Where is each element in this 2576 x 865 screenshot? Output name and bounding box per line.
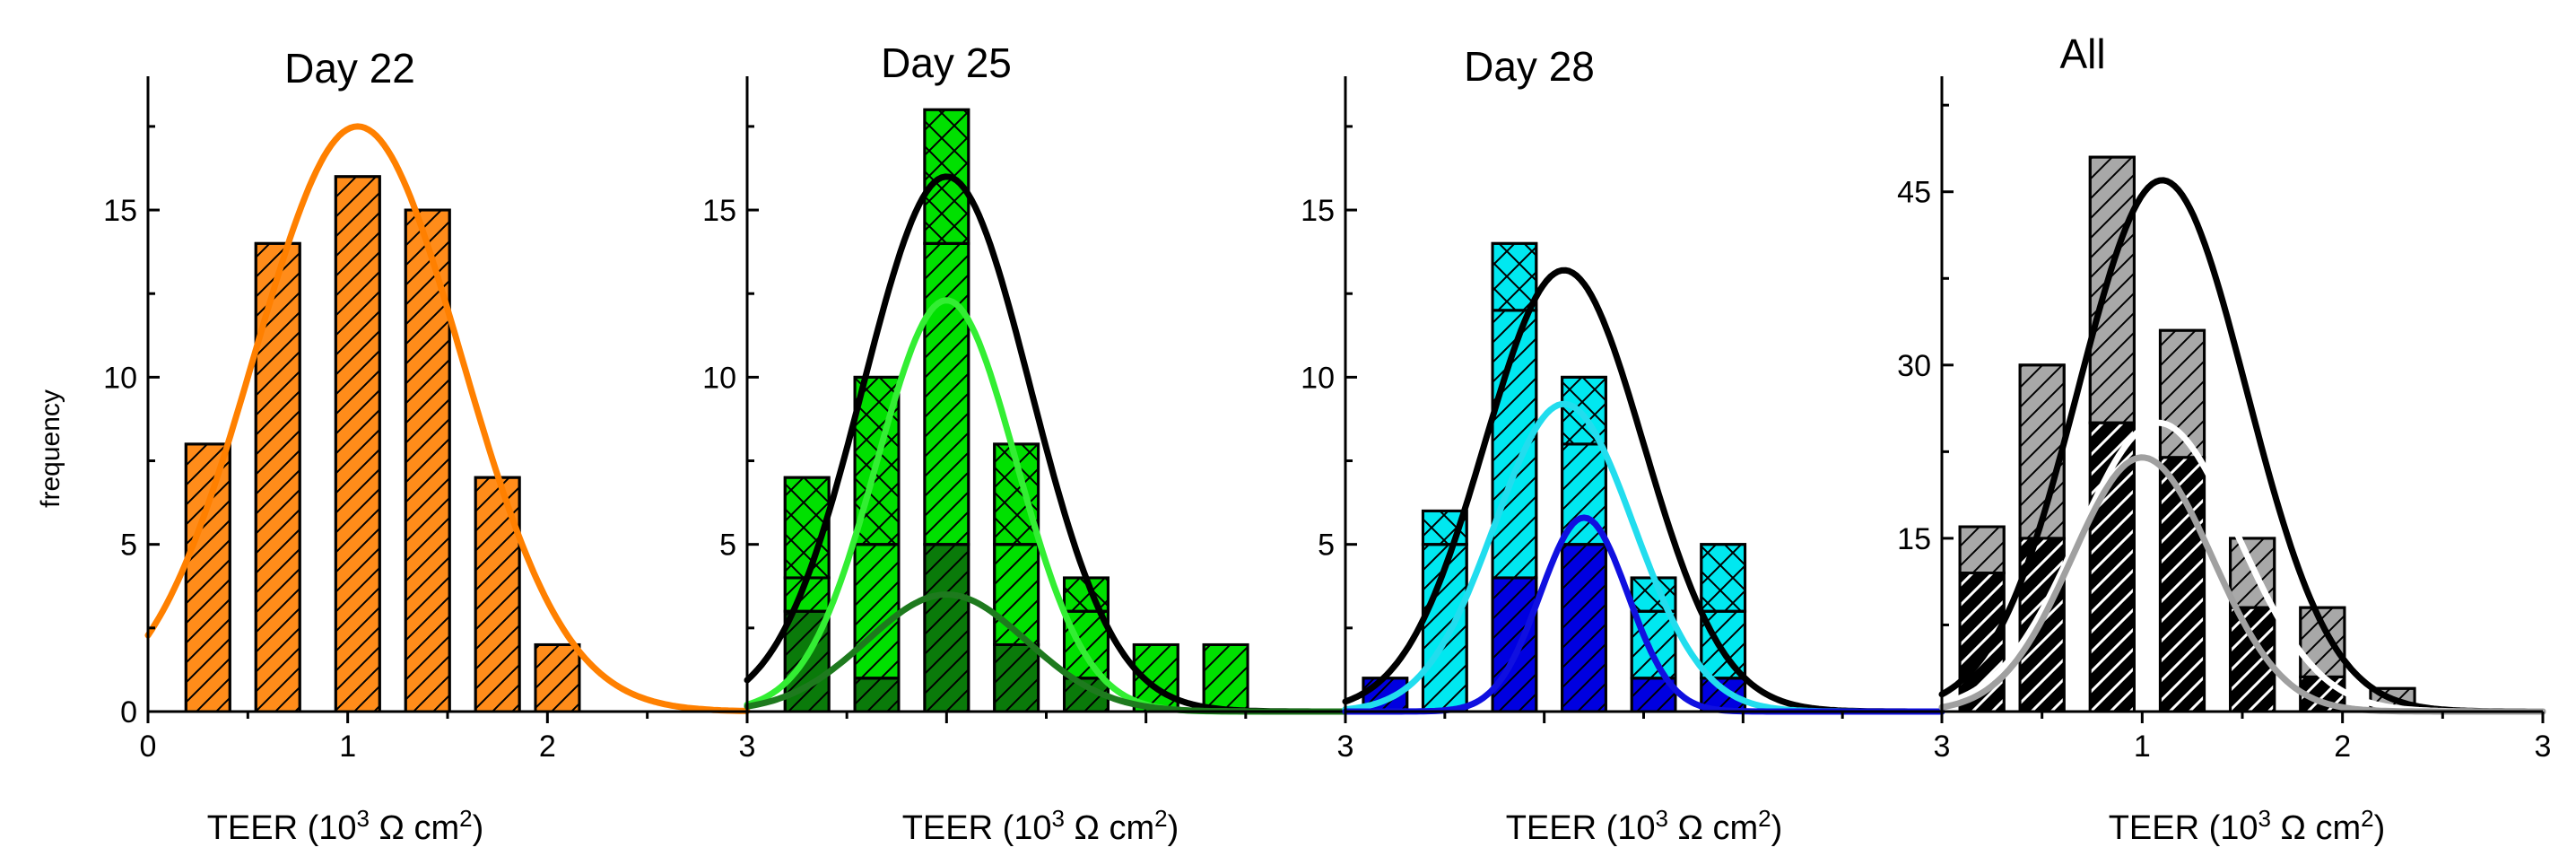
y-tick-label: 15 [1301, 194, 1335, 228]
x-tick-label: 2 [2334, 730, 2351, 764]
bar-hatch [534, 642, 581, 713]
y-tick-label: 10 [702, 361, 736, 395]
y-tick-label: 0 [120, 695, 137, 730]
bar-hatch [1561, 375, 1607, 446]
x-axis-label: TEER (103 Ω cm2) [207, 805, 484, 847]
x-tick-label: 3 [1934, 730, 1951, 764]
y-tick-label: 15 [702, 194, 736, 228]
x-tick-label: 1 [2134, 730, 2151, 764]
bar-hatch [853, 677, 901, 713]
bar-hatch [334, 175, 381, 713]
plot-area: 3 5 10 15 [1301, 76, 1950, 764]
bar-hatch [923, 241, 970, 546]
x-axis-label: TEER (103 Ω cm2) [902, 805, 1179, 847]
y-tick-label: 10 [1301, 361, 1335, 395]
y-tick-label: 30 [1897, 349, 1931, 383]
y-tick-label: 15 [1897, 522, 1931, 556]
fit-curve [744, 173, 1349, 715]
bar-hatch [2088, 155, 2136, 424]
bar-hatch [254, 241, 301, 713]
panel-day-25: Day 25 3 5 10 15 TEER (103 Ω cm2) [702, 39, 1353, 847]
y-axis-label: frequency [36, 389, 65, 508]
x-axis-label: TEER (103 Ω cm2) [1506, 805, 1783, 847]
bar-hatch [853, 543, 901, 680]
bar-hatch [993, 642, 1040, 713]
panel-title: All [2059, 31, 2105, 77]
x-tick-label: 2 [539, 730, 556, 764]
y-tick-label: 5 [719, 529, 736, 563]
fit-curve [744, 591, 1349, 715]
y-tick-label: 45 [1897, 176, 1931, 210]
panel-day-22: Day 22 0 1 2 3 0 5 10 15 TEER (103 Ω cm2) [103, 45, 755, 847]
x-tick-label: 3 [1337, 730, 1354, 764]
fit-curve [744, 297, 1349, 715]
bar-hatch [1491, 241, 1538, 312]
bar-hatch [923, 543, 970, 713]
panel-all: All 1 2 3 15 30 45 TEER (103 Ω cm2) [1897, 31, 2551, 847]
bar-hatch [1202, 642, 1249, 713]
plot-area: 3 5 10 15 [702, 76, 1353, 764]
y-tick-label: 5 [1318, 529, 1335, 563]
plot-area: 1 2 3 15 30 45 [1897, 76, 2551, 764]
panel-title: Day 25 [881, 39, 1012, 86]
panel-day-28: Day 28 3 5 10 15 TEER (103 Ω cm2) [1301, 43, 1950, 847]
fit-curve [144, 123, 751, 714]
x-axis-label: TEER (103 Ω cm2) [2109, 805, 2386, 847]
plot-area: 0 1 2 3 0 5 10 15 [103, 76, 755, 764]
panel-title: Day 28 [1464, 43, 1595, 90]
x-tick-label: 0 [140, 730, 157, 764]
y-tick-label: 15 [103, 194, 137, 228]
bar-hatch [1561, 543, 1607, 713]
y-tick-label: 10 [103, 361, 137, 395]
x-tick-label: 3 [2535, 730, 2552, 764]
bar-hatch [1491, 576, 1538, 713]
x-tick-label: 1 [339, 730, 356, 764]
panel-title: Day 22 [284, 45, 415, 92]
bar-hatch [1958, 525, 2006, 575]
x-tick-label: 3 [739, 730, 756, 764]
bar-hatch [184, 442, 231, 713]
y-tick-label: 5 [120, 529, 137, 563]
bar-hatch [1700, 543, 1747, 613]
